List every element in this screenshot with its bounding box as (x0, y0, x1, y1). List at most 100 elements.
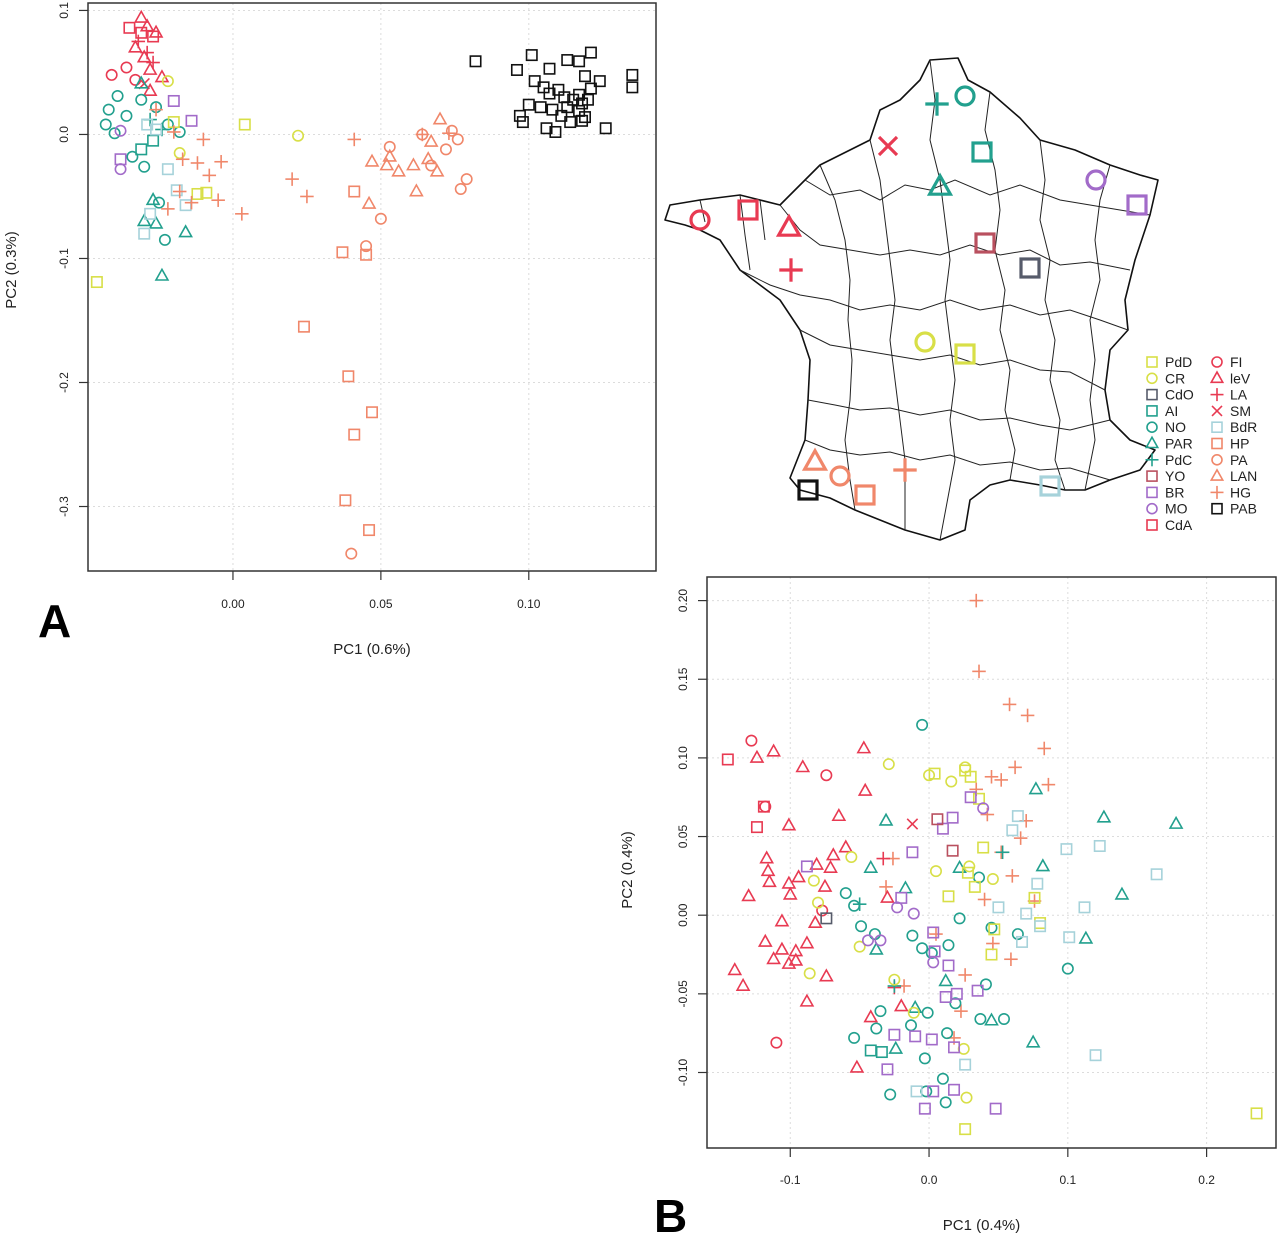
data-point-leV (849, 1059, 865, 1073)
legend-item-BdR: BdR (1211, 419, 1257, 435)
data-point-NO (135, 93, 148, 106)
data-point-HG (954, 1004, 968, 1018)
data-point-PAB (578, 70, 591, 83)
department-border (819, 164, 856, 511)
data-point-LAN (409, 183, 424, 197)
data-point-PdD (968, 880, 981, 893)
data-point-NO (874, 1005, 887, 1018)
data-point-leV (762, 874, 777, 888)
map-marker-BR (1126, 194, 1148, 216)
data-point-PA (445, 124, 458, 137)
data-point-FI (745, 734, 758, 747)
data-point-leV (127, 39, 143, 53)
data-point-CR (853, 940, 866, 953)
data-point-PAB (593, 75, 606, 88)
data-point-HP (365, 406, 378, 419)
data-point-PdD (1034, 917, 1047, 930)
data-point-BdR (138, 227, 151, 240)
data-point-NO (868, 928, 881, 941)
legend-symbol-NO (1146, 421, 1158, 434)
data-point-CdA (123, 21, 136, 34)
data-point-PdD (1028, 891, 1041, 904)
data-point-BR (942, 959, 955, 972)
data-point-HG (1037, 741, 1051, 756)
y-tick-label: -0.10 (676, 1058, 690, 1086)
data-point-PdD (961, 866, 974, 879)
legend-item-PdD: PdD (1146, 354, 1192, 370)
x-tick-label: 0.1 (1059, 1173, 1076, 1187)
data-point-BR (906, 846, 919, 859)
data-point-HP (348, 185, 361, 198)
data-point-MO (114, 124, 127, 137)
data-point-LAN (361, 195, 377, 209)
data-point-HG (986, 936, 1000, 951)
data-point-PA (416, 128, 429, 141)
department-border (804, 179, 1151, 216)
map-marker-leV (775, 213, 803, 237)
data-point-BR (167, 94, 180, 107)
plot-frame (706, 576, 1277, 1149)
france-map (664, 57, 1159, 541)
legend-symbol-BdR (1211, 421, 1223, 434)
data-point-NO (985, 921, 998, 934)
data-point-PdD (959, 1123, 972, 1136)
data-point-HG (214, 154, 228, 169)
data-point-BdR (161, 163, 174, 176)
data-point-BdR (1150, 868, 1163, 881)
data-point-PdD (964, 770, 977, 783)
data-point-NO (918, 1052, 931, 1065)
legend-label: leV (1230, 370, 1251, 386)
map-marker-PdC (925, 92, 949, 116)
data-point-NO (102, 103, 115, 116)
y-tick-label: 0.10 (676, 746, 690, 770)
data-point-PdD (200, 186, 213, 199)
data-point-LAN (423, 133, 439, 147)
data-point-CR (845, 850, 858, 863)
data-point-CR (882, 758, 895, 771)
data-point-CdO (820, 912, 833, 925)
data-point-NO (921, 1006, 934, 1019)
data-point-leV (817, 878, 833, 892)
data-point-PAR (1028, 781, 1044, 795)
data-point-PdC (995, 845, 1010, 860)
legend-item-YO: YO (1146, 468, 1185, 484)
data-point-PAB (549, 125, 562, 138)
data-point-PAB (561, 54, 574, 67)
data-point-NO (916, 942, 929, 955)
legend-item-AI: AI (1146, 403, 1178, 419)
department-border (1084, 164, 1111, 491)
data-point-leV (795, 759, 811, 773)
legend-item-PdC: PdC (1145, 452, 1192, 468)
data-point-PAR (938, 973, 954, 987)
data-point-PAR (888, 1040, 904, 1054)
data-point-LAN (364, 153, 380, 167)
legend-symbol-LA (1210, 388, 1224, 402)
data-point-HG (175, 152, 190, 167)
data-point-HG (172, 184, 187, 199)
data-point-CR (957, 1042, 970, 1055)
data-point-PdD (1250, 1107, 1263, 1120)
data-point-CdA (135, 26, 148, 39)
data-point-LA (146, 55, 160, 70)
data-point-LAN (406, 157, 421, 171)
data-point-YO (931, 813, 944, 826)
data-points (90, 9, 639, 560)
data-point-HG (235, 207, 249, 221)
y-tick-label: -0.05 (676, 980, 690, 1008)
data-point-PA (451, 133, 464, 146)
data-points (721, 593, 1263, 1136)
data-point-MO (907, 907, 920, 920)
data-point-leV (741, 888, 756, 902)
data-point-BdR (1060, 843, 1073, 856)
data-point-NO (158, 233, 171, 246)
data-point-NO (99, 118, 112, 131)
data-point-HG (442, 126, 456, 140)
data-point-CR (923, 769, 936, 782)
data-point-NO (997, 1013, 1010, 1026)
data-point-BdR (1006, 824, 1019, 837)
data-point-leV (893, 998, 909, 1012)
data-point-HG (1041, 777, 1056, 792)
data-point-PAB (626, 68, 639, 81)
data-point-BdR (1089, 1049, 1102, 1062)
data-point-PAR (907, 999, 923, 1013)
